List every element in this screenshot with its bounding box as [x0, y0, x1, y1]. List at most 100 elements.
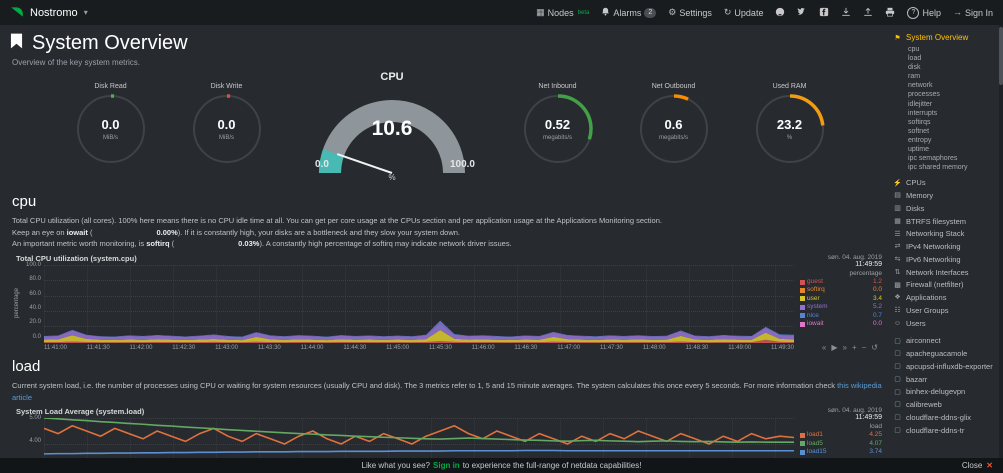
github-button[interactable]	[775, 7, 785, 19]
legend-row[interactable]: user 3.4	[800, 295, 882, 303]
signin-button[interactable]: → Sign In	[952, 7, 993, 18]
zoom-in-icon[interactable]: +	[851, 342, 857, 352]
disk-read-gauge[interactable]: Disk Read 0.0 MiB/s	[63, 83, 159, 166]
sidebar-subitem[interactable]: entropy	[908, 136, 932, 144]
footer-close-button[interactable]: Close	[961, 461, 983, 470]
sidebar-subitem[interactable]: interrupts	[908, 109, 938, 117]
sidebar-subitem[interactable]: ipc shared memory	[908, 164, 968, 172]
legend-row[interactable]: system 5.2	[800, 303, 882, 311]
sidebar-item-container[interactable]: ▢ apcupsd-influxdb-exporter	[893, 361, 999, 374]
cpu-info-text: Total CPU utilization (all cores). 100% …	[12, 216, 662, 249]
memory-icon: ▤	[894, 192, 901, 200]
y-tick: 40.0	[29, 305, 41, 312]
sidebar-subitem[interactable]: softirqs	[908, 118, 931, 126]
disk-write-gauge[interactable]: Disk Write 0.0 MiB/s	[179, 83, 275, 166]
signin-icon: →	[952, 7, 962, 17]
legend-row[interactable]: load1 4.25	[800, 431, 882, 439]
print-button[interactable]	[885, 7, 895, 19]
sidebar-subitem[interactable]: network	[908, 82, 933, 90]
sidebar-subitem[interactable]: ram	[908, 73, 921, 81]
play-icon[interactable]: ▶	[831, 342, 838, 352]
sidebar-subitem[interactable]: idlejitter	[908, 100, 933, 108]
x-tick: 11:49:00	[728, 344, 752, 351]
bottom-bar: Like what you see? Sign in to experience…	[0, 458, 1003, 473]
load-plot-area[interactable]	[44, 418, 794, 458]
scrollbar-thumb[interactable]	[999, 27, 1003, 85]
legend-date: søn. 04. aug. 2019	[827, 407, 882, 415]
legend-row[interactable]: load5 4.07	[800, 440, 882, 448]
help-button[interactable]: ? Help	[907, 6, 941, 19]
save-snapshot-button[interactable]	[841, 7, 851, 19]
gauges-row: Disk Read 0.0 MiB/s Disk Write	[10, 69, 890, 187]
x-tick: 11:47:00	[557, 344, 581, 351]
sidebar-subitem[interactable]: disk	[908, 64, 921, 72]
sidebar-subitem[interactable]: load	[908, 55, 922, 63]
load-snapshot-button[interactable]	[863, 7, 873, 19]
zoom-out-icon[interactable]: −	[861, 342, 867, 352]
netdata-logo[interactable]	[10, 5, 24, 21]
legend-row[interactable]: load15 3.74	[800, 448, 882, 456]
sidebar-item[interactable]: ⚡ CPUs	[893, 177, 999, 190]
github-icon	[775, 7, 785, 19]
container-icon: ▢	[894, 401, 901, 409]
alarms-button[interactable]: Alarms 2	[601, 7, 657, 18]
cpu-value: 10.6	[371, 117, 413, 140]
sidebar-subitem[interactable]: uptime	[908, 146, 930, 154]
y-tick: 5.00	[29, 415, 41, 422]
sidebar-item[interactable]: ☰ Networking Stack	[893, 228, 999, 241]
legend-swatch	[800, 449, 805, 455]
sidebar-item[interactable]: ▩ Firewall (netfilter)	[893, 279, 999, 292]
net-inbound-gauge[interactable]: Net Inbound 0.52 megabits/s	[510, 83, 606, 166]
wikipedia-link[interactable]: this wikipedia article	[12, 380, 882, 402]
sidebar-item[interactable]: ▥ Disks	[893, 203, 999, 216]
load-section-heading: load	[12, 357, 41, 375]
sidebar-item-system-overview[interactable]: ⚑ System Overview	[894, 33, 969, 42]
sidebar-item-container[interactable]: ▢ airconnect	[893, 335, 999, 348]
cpu-gauge[interactable]: CPU 10.6 0.0 100.0 %	[295, 69, 490, 185]
sidebar-subitem[interactable]: cpu	[908, 46, 920, 53]
sidebar-item-container[interactable]: ▢ apacheguacamole	[893, 348, 999, 361]
legend-row[interactable]: nice 0.7	[800, 312, 882, 320]
legend-row[interactable]: softirq 0.0	[800, 286, 882, 294]
sidebar-item[interactable]: ☺ Users	[893, 318, 999, 331]
settings-button[interactable]: ⚙ Settings	[668, 7, 712, 18]
hostname-dropdown[interactable]: Nostromo	[30, 6, 78, 19]
sidebar-item[interactable]: ▦ BTRFS filesystem	[893, 216, 999, 229]
sidebar-subitem[interactable]: processes	[908, 91, 940, 99]
sidebar-item-container[interactable]: ▢ bazarr	[893, 374, 999, 387]
legend-date: søn. 04. aug. 2019	[827, 253, 882, 261]
sidebar-item-container[interactable]: ▢ cloudflare-ddns-tr	[893, 425, 999, 438]
close-icon[interactable]: ✕	[986, 461, 993, 470]
sidebar-item-container[interactable]: ▢ calibreweb	[893, 399, 999, 412]
sidebar-item[interactable]: ❖ Applications	[893, 292, 999, 305]
chevron-down-icon[interactable]: ▾	[83, 8, 88, 17]
sidebar-item[interactable]: ☷ User Groups	[893, 305, 999, 318]
legend-row[interactable]: guest 1.2	[800, 278, 882, 286]
update-button[interactable]: ↻ Update	[723, 7, 764, 18]
sidebar-item-container[interactable]: ▢ cloudflare-ddns-glix	[893, 412, 999, 425]
pan-left-icon[interactable]: «	[821, 342, 827, 352]
sidebar-item[interactable]: ⇅ Network Interfaces	[893, 267, 999, 280]
sidebar-subitem[interactable]: softnet	[908, 127, 930, 135]
page-subtitle: Overview of the key system metrics.	[12, 58, 141, 67]
legend-row[interactable]: iowait 0.0	[800, 320, 882, 328]
bookmark-icon: ⚑	[894, 34, 901, 42]
sidebar-scrollbar[interactable]	[999, 25, 1003, 458]
sidebar-item-container[interactable]: ▢ binhex-delugevpn	[893, 386, 999, 399]
used-ram-gauge[interactable]: Used RAM 23.2 %	[742, 83, 838, 166]
chart-title: System Load Average (system.load)	[16, 407, 145, 417]
y-tick: 20.0	[29, 319, 41, 326]
sidebar-item[interactable]: ▤ Memory	[893, 190, 999, 203]
footer-signin-link[interactable]: Sign in	[433, 461, 460, 470]
facebook-button[interactable]	[819, 7, 829, 19]
sidebar-subitem[interactable]: ipc semaphores	[908, 155, 958, 163]
cpu-plot-area[interactable]	[44, 264, 794, 343]
net-outbound-gauge[interactable]: Net Outbound 0.6 megabits/s	[626, 83, 722, 166]
container-icon: ▢	[894, 350, 901, 358]
reset-zoom-icon[interactable]: ↺	[871, 342, 878, 352]
sidebar-item[interactable]: ⇆ IPv6 Networking	[893, 254, 999, 267]
pan-right-icon[interactable]: »	[842, 342, 847, 352]
twitter-button[interactable]	[797, 7, 807, 19]
nodes-button[interactable]: ▦ Nodes beta	[536, 7, 590, 18]
sidebar-item[interactable]: ⇄ IPv4 Networking	[893, 241, 999, 254]
